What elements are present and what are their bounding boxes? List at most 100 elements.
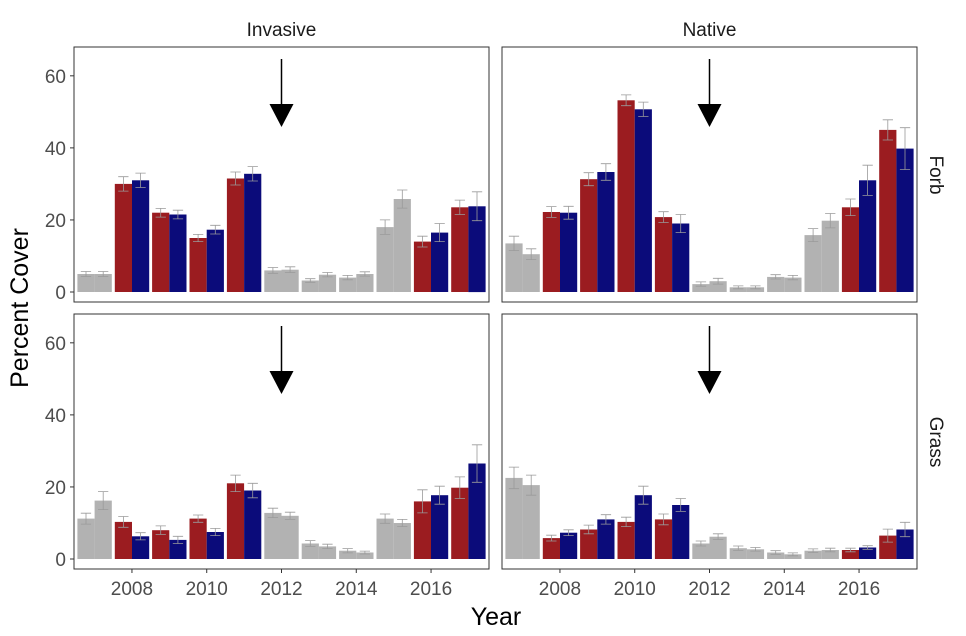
bar-2015-a (804, 235, 822, 292)
bar-2014-a (767, 276, 785, 292)
bar-2012-b (281, 515, 299, 559)
error-bar-2009-b (600, 514, 612, 525)
panel-native-forb (501, 46, 918, 303)
error-bar-2009-b (172, 535, 184, 544)
bar-2014-b (784, 277, 802, 292)
x-tick-label: 2016 (410, 579, 452, 600)
error-bar-2011-a (230, 171, 241, 186)
bar-2009-a (580, 529, 598, 559)
bar-2008-b (132, 180, 150, 292)
error-bar-2012-a (695, 281, 707, 287)
bar-2010-a (617, 521, 635, 559)
error-bar-2016-b (862, 164, 873, 196)
x-axis-title: Year (471, 603, 522, 631)
error-bar-2013-b (750, 285, 761, 290)
error-bar-2009-a (155, 525, 166, 535)
error-bar-2013-b (322, 543, 333, 549)
bar-2011-b (672, 223, 690, 292)
row-strip-grass: Grass (925, 417, 946, 468)
y-tick-label: 20 (45, 478, 66, 499)
error-bar-2012-a (267, 267, 279, 274)
error-bar-2011-b (247, 166, 258, 182)
bar-2015-a (376, 227, 394, 292)
y-tick-label: 0 (55, 550, 66, 571)
y-tick-label: 60 (45, 334, 66, 355)
bar-2008-b (560, 532, 578, 559)
error-bar-2008-b (563, 205, 574, 220)
error-bar-2014-b (359, 271, 370, 277)
error-bar-2017-a (454, 476, 465, 499)
bar-2009-b (169, 539, 187, 559)
bar-2017-a (879, 129, 897, 292)
bar-2011-b (244, 490, 262, 559)
error-bar-2016-a (845, 547, 856, 553)
bar-2015-a (376, 518, 394, 559)
error-bar-2007-b (98, 271, 109, 277)
bar-2008-a (114, 521, 132, 559)
error-bar-2016-a (845, 198, 856, 216)
bar-2014-a (339, 550, 357, 559)
error-bar-2008-a (546, 206, 557, 218)
error-bar-2011-b (247, 482, 258, 499)
error-bar-2011-a (658, 211, 669, 223)
error-bar-2013-a (733, 545, 744, 551)
error-bar-2015-a (379, 513, 391, 524)
bar-2012-b (709, 281, 727, 292)
error-bar-2010-b (210, 224, 221, 235)
bar-2008-b (560, 212, 578, 292)
bar-2011-a (654, 217, 673, 292)
error-bar-2017-b (899, 127, 911, 170)
bar-2007-a (505, 243, 523, 292)
bar-2012-a (692, 284, 710, 292)
y-tick-label: 20 (45, 211, 66, 232)
error-bar-2007-a (80, 271, 92, 277)
bar-2012-a (264, 270, 282, 292)
error-bar-2017-a (882, 528, 893, 543)
bar-2017-a (451, 487, 469, 559)
error-bar-2012-b (284, 266, 296, 273)
bar-2010-b (634, 109, 652, 292)
bar-2007-b (522, 485, 540, 559)
error-bar-2016-b (434, 485, 445, 505)
bar-2015-b (821, 550, 839, 559)
bar-2009-a (152, 212, 170, 292)
bar-2010-b (206, 532, 224, 559)
bar-2013-b (318, 546, 337, 559)
y-tick-label: 0 (55, 283, 66, 304)
error-bar-2010-b (638, 101, 649, 117)
error-bar-2009-b (172, 209, 184, 220)
error-bar-2015-a (379, 219, 391, 235)
y-tick-label: 40 (45, 406, 66, 427)
x-tick-label: 2010 (614, 579, 656, 600)
error-bar-2007-b (526, 474, 537, 496)
bar-2007-b (522, 254, 540, 292)
bar-2017-b (468, 463, 486, 559)
x-tick-label: 2016 (838, 579, 880, 600)
bar-2009-a (152, 530, 170, 559)
column-strip-native: Native (683, 20, 737, 41)
bar-2014-b (356, 274, 374, 292)
bar-2016-b (431, 232, 449, 292)
bar-2015-a (804, 550, 822, 559)
intervention-arrow-head (269, 104, 294, 127)
x-tick-label: 2014 (763, 579, 806, 600)
bar-2011-b (672, 505, 690, 559)
bar-2017-a (451, 207, 469, 292)
error-bar-2012-b (712, 277, 724, 285)
bar-2008-b (132, 536, 150, 559)
bar-2010-b (206, 229, 224, 292)
error-bar-2012-b (712, 533, 724, 540)
error-bar-2014-a (342, 275, 353, 281)
bar-2016-a (841, 550, 860, 559)
bar-2007-a (77, 518, 95, 559)
bar-2009-b (597, 519, 615, 559)
bar-2017-b (468, 206, 486, 293)
error-bar-2013-b (750, 547, 761, 552)
error-bar-2014-a (342, 548, 353, 554)
error-bar-2014-b (359, 550, 370, 555)
error-bar-2014-a (770, 550, 781, 555)
error-bar-2008-b (563, 529, 574, 536)
bar-2013-a (729, 548, 747, 559)
bar-2012-a (692, 543, 710, 559)
